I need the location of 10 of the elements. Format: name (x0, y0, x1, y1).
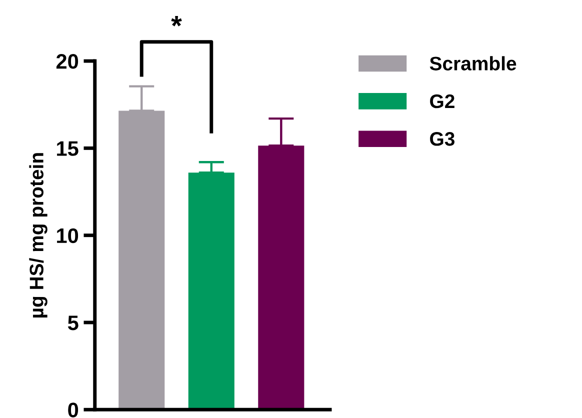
text: * (171, 16, 182, 26)
y-axis-title: µg HS/ mg protein (29, 153, 48, 318)
y-tick-label: 15 (57, 141, 78, 156)
y-tick-label: 10 (57, 228, 78, 244)
legend-label: G2 (430, 94, 454, 108)
legend-label: Scramble (430, 56, 516, 70)
y-tick-label: 20 (56, 54, 78, 69)
y-tick-label: 0 (68, 402, 78, 418)
y-tick-label: 5 (68, 316, 78, 330)
legend-label: G3 (430, 132, 454, 146)
